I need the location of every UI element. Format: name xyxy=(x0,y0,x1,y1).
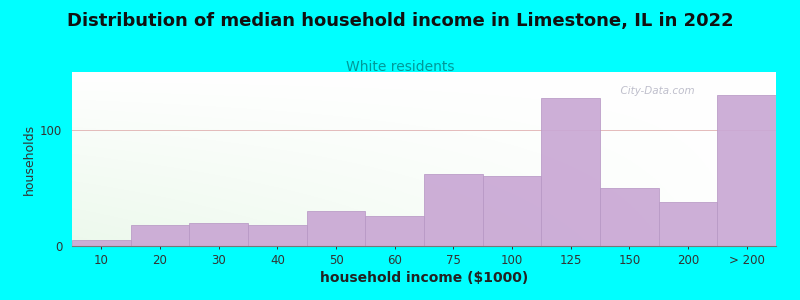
Bar xyxy=(306,211,366,246)
Bar xyxy=(72,240,130,246)
Bar xyxy=(130,225,190,246)
Bar xyxy=(718,95,776,246)
Bar xyxy=(600,188,658,246)
Text: City-Data.com: City-Data.com xyxy=(614,86,694,96)
Text: Distribution of median household income in Limestone, IL in 2022: Distribution of median household income … xyxy=(66,12,734,30)
Bar xyxy=(424,174,482,246)
Y-axis label: households: households xyxy=(23,123,36,195)
Bar xyxy=(482,176,542,246)
Bar xyxy=(366,216,424,246)
Bar xyxy=(542,98,600,246)
Bar xyxy=(190,223,248,246)
Bar xyxy=(658,202,718,246)
X-axis label: household income ($1000): household income ($1000) xyxy=(320,271,528,285)
Text: White residents: White residents xyxy=(346,60,454,74)
Bar xyxy=(248,225,306,246)
